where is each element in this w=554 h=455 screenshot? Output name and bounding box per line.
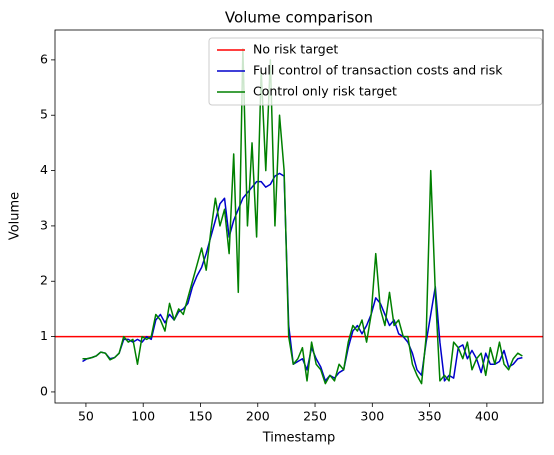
x-tick-label: 400: [475, 409, 499, 424]
x-axis-label: Timestamp: [262, 431, 336, 446]
y-tick-label: 3: [40, 217, 48, 232]
legend-box: [208, 37, 543, 106]
x-tick-label: 100: [131, 409, 155, 424]
x-tick-label: 200: [246, 409, 270, 424]
legend-label: No risk target: [253, 42, 338, 57]
y-tick-label: 4: [40, 162, 48, 177]
chart-title: Volume comparison: [225, 9, 373, 27]
y-axis-label: Volume: [8, 192, 23, 240]
x-tick-label: 150: [189, 409, 213, 424]
y-tick-label: 0: [40, 383, 48, 398]
y-tick-label: 1: [40, 328, 48, 343]
x-tick-label: 250: [303, 409, 327, 424]
y-tick-label: 6: [40, 51, 48, 66]
legend-label: Full control of transaction costs and ri…: [253, 63, 503, 78]
x-tick-label: 350: [418, 409, 442, 424]
series-line: [82, 48, 523, 385]
x-tick-label: 300: [360, 409, 384, 424]
x-tick-label: 50: [78, 409, 94, 424]
y-tick-label: 2: [40, 273, 48, 288]
plot-frame: [54, 29, 544, 404]
y-tick-label: 5: [40, 107, 48, 122]
legend-label: Control only risk target: [253, 84, 397, 99]
